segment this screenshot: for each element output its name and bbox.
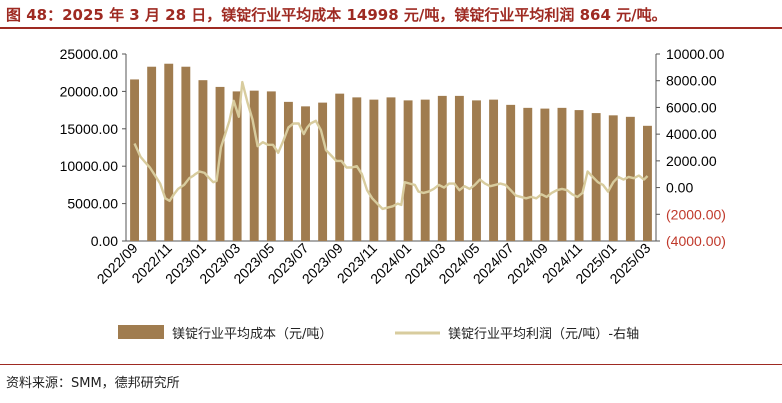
source-divider bbox=[0, 364, 782, 365]
cost-bar bbox=[625, 116, 635, 241]
legend-label-cost: 镁锭行业平均成本（元/吨） bbox=[172, 327, 332, 342]
cost-bar bbox=[198, 80, 208, 242]
right-tick-label: (2000.00) bbox=[666, 206, 726, 222]
cost-bar bbox=[591, 113, 601, 241]
cost-bar bbox=[420, 99, 430, 242]
cost-bar bbox=[369, 99, 379, 242]
legend-label-profit: 镁锭行业平均利润（元/吨）-右轴 bbox=[448, 327, 639, 342]
cost-bar bbox=[608, 115, 618, 241]
cost-bar bbox=[266, 91, 276, 242]
cost-bar bbox=[283, 101, 293, 241]
cost-bar bbox=[489, 99, 499, 242]
right-tick-label: 4000.00 bbox=[666, 126, 717, 142]
left-tick-label: 25000.00 bbox=[60, 46, 119, 62]
left-tick-label: 5000.00 bbox=[67, 196, 118, 212]
cost-bar bbox=[574, 110, 584, 241]
right-tick-label: 2000.00 bbox=[666, 153, 717, 169]
left-tick-label: 10000.00 bbox=[60, 158, 119, 174]
cost-bar bbox=[506, 104, 516, 241]
left-tick-label: 20000.00 bbox=[60, 83, 119, 99]
chart-area: 0.00 5000.00 10000.00 15000.00 20000.00 25000… bbox=[60, 46, 726, 342]
title-divider bbox=[0, 27, 782, 29]
cost-bar bbox=[147, 66, 157, 241]
cost-bar bbox=[249, 90, 259, 241]
right-tick-label: (4000.00) bbox=[666, 233, 726, 249]
right-tick-label: 8000.00 bbox=[666, 73, 717, 89]
cost-bar bbox=[643, 125, 652, 241]
cost-bar bbox=[215, 86, 225, 241]
cost-bar bbox=[557, 107, 567, 241]
cost-bar bbox=[130, 79, 139, 241]
cost-bar bbox=[386, 97, 396, 241]
source-note: 资料来源：SMM，德邦研究所 bbox=[6, 376, 180, 391]
cost-bar bbox=[352, 97, 362, 241]
right-tick-label: 10000.00 bbox=[666, 46, 725, 62]
cost-bar bbox=[472, 100, 481, 241]
left-tick-label: 15000.00 bbox=[60, 121, 119, 137]
cost-bar bbox=[301, 106, 310, 241]
right-tick-label: 6000.00 bbox=[666, 99, 717, 115]
cost-bar bbox=[437, 95, 447, 241]
right-tick-label: 0.00 bbox=[666, 180, 693, 196]
cost-bar bbox=[318, 102, 328, 242]
cost-bar bbox=[540, 108, 550, 241]
profit-line bbox=[133, 80, 649, 211]
left-tick-label: 0.00 bbox=[91, 233, 118, 249]
legend-swatch-cost bbox=[118, 325, 164, 339]
cost-bar bbox=[403, 100, 413, 241]
chart-title: 图 48：2025 年 3 月 28 日，镁锭行业平均成本 14998 元/吨，… bbox=[6, 6, 667, 24]
cost-bar bbox=[335, 93, 345, 241]
cost-bar bbox=[454, 95, 464, 241]
cost-bar bbox=[232, 91, 242, 242]
cost-bar bbox=[164, 63, 174, 241]
cost-bar bbox=[523, 107, 533, 241]
cost-bar bbox=[181, 66, 191, 241]
